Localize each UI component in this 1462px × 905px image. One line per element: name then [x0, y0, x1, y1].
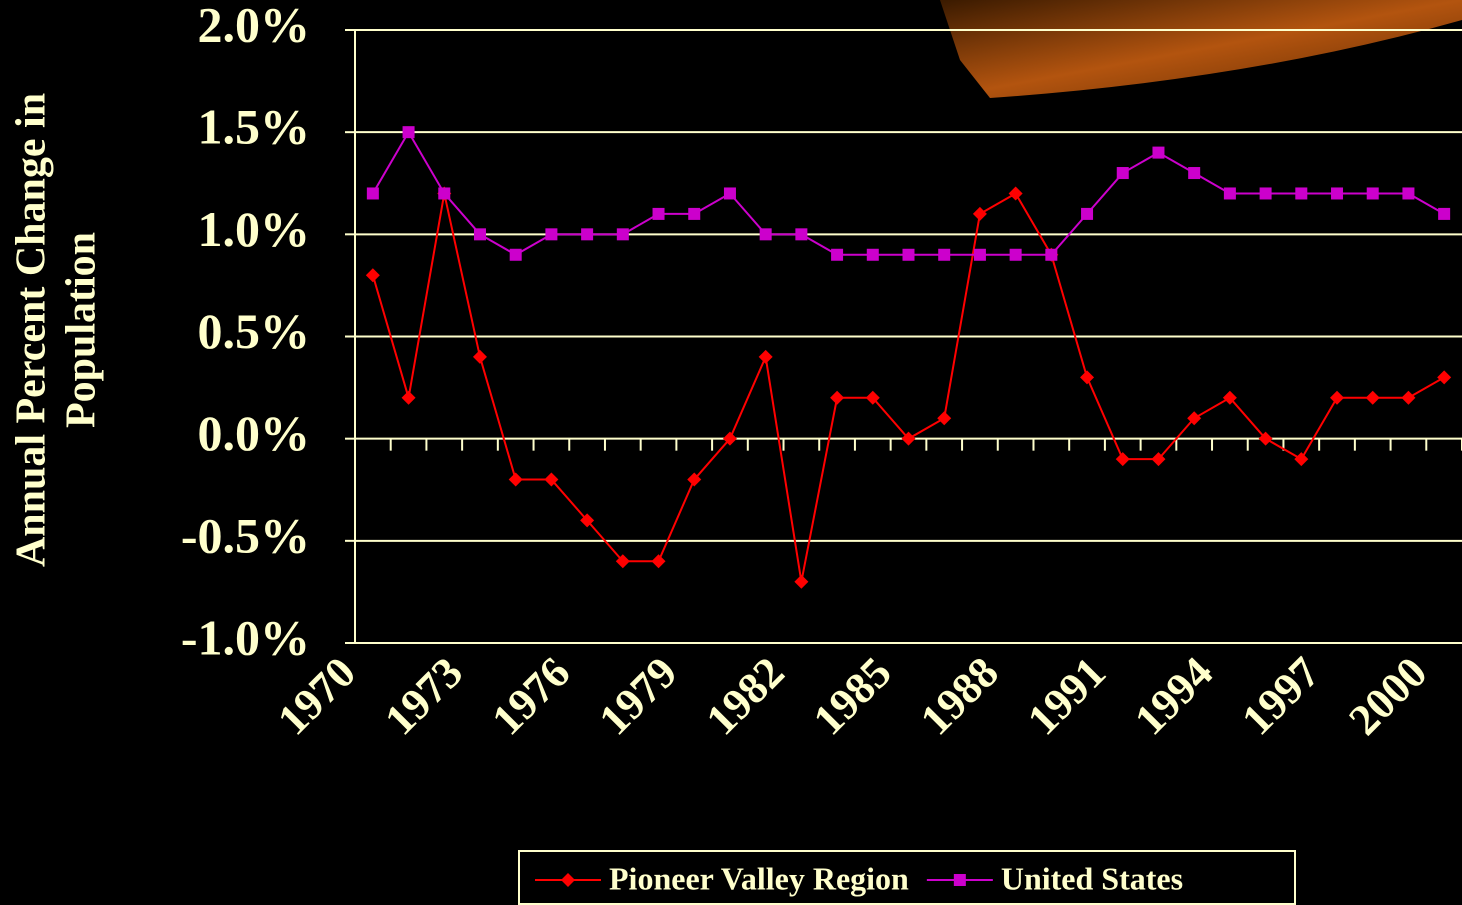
marker	[1330, 390, 1345, 405]
marker	[509, 248, 522, 261]
marker	[902, 248, 915, 261]
marker	[1187, 411, 1202, 426]
marker	[1116, 167, 1129, 180]
marker	[1294, 452, 1309, 467]
y-tick-label: -1.0%	[181, 609, 310, 665]
marker	[866, 248, 879, 261]
marker	[795, 228, 808, 241]
y-tick-label: 1.5%	[198, 99, 311, 155]
marker	[1009, 248, 1022, 261]
marker	[1222, 390, 1237, 405]
marker	[1115, 452, 1130, 467]
x-tick-label: 1994	[1125, 648, 1222, 745]
marker	[865, 390, 880, 405]
x-tick-label: 1988	[911, 648, 1008, 745]
marker	[652, 207, 665, 220]
legend-box	[518, 850, 1296, 905]
marker	[1008, 186, 1023, 201]
marker	[830, 390, 845, 405]
marker	[1438, 207, 1451, 220]
marker	[472, 349, 487, 364]
x-tick-label: 2000	[1339, 648, 1436, 745]
marker	[723, 187, 736, 200]
marker	[1259, 187, 1272, 200]
marker	[438, 187, 451, 200]
decoration	[940, 0, 1462, 98]
marker	[1223, 187, 1236, 200]
marker	[1402, 187, 1415, 200]
marker	[1295, 187, 1308, 200]
marker	[973, 248, 986, 261]
marker	[651, 554, 666, 569]
marker	[937, 411, 952, 426]
marker	[1401, 390, 1416, 405]
marker	[581, 228, 594, 241]
marker	[545, 228, 558, 241]
marker	[616, 228, 629, 241]
marker	[365, 268, 380, 283]
marker	[544, 472, 559, 487]
marker	[972, 206, 987, 221]
marker	[1366, 187, 1379, 200]
marker	[1081, 207, 1094, 220]
x-tick-label: 1991	[1018, 648, 1115, 745]
y-title-line: Population	[59, 232, 105, 428]
y-tick-label: 0.0%	[198, 405, 311, 461]
marker	[759, 228, 772, 241]
marker	[580, 513, 595, 528]
x-tick-label: 1997	[1232, 648, 1329, 745]
marker	[473, 228, 486, 241]
marker	[794, 574, 809, 589]
legend-label: United States	[1001, 860, 1183, 896]
y-tick-label: -0.5%	[181, 507, 310, 563]
marker	[688, 207, 701, 220]
marker	[901, 431, 916, 446]
marker	[402, 126, 415, 139]
marker	[1045, 248, 1058, 261]
y-tick-label: 1.0%	[198, 201, 311, 257]
x-tick-label: 1973	[375, 648, 472, 745]
marker	[1365, 390, 1380, 405]
x-tick-label: 1976	[482, 648, 579, 745]
y-tick-label: 2.0%	[198, 0, 311, 52]
marker	[953, 874, 966, 886]
marker	[615, 554, 630, 569]
x-tick-label: 1985	[804, 648, 901, 745]
series-line	[371, 130, 1445, 256]
y-tick-label: 0.5%	[198, 303, 311, 359]
marker	[831, 248, 844, 261]
legend-label: Pioneer Valley Region	[609, 860, 909, 896]
marker	[687, 472, 702, 487]
x-tick-label: 1979	[590, 648, 687, 745]
marker	[1152, 146, 1165, 159]
marker	[1188, 167, 1201, 180]
y-title-line: Annual Percent Change in	[9, 93, 55, 567]
marker	[401, 390, 416, 405]
y-title: Annual Percent Change in Population	[9, 93, 105, 567]
marker	[1080, 370, 1095, 385]
marker	[722, 431, 737, 446]
marker	[561, 873, 575, 887]
marker	[1331, 187, 1344, 200]
x-tick-label: 1982	[697, 648, 794, 745]
marker	[366, 187, 379, 200]
marker	[1437, 370, 1452, 385]
marker	[758, 349, 773, 364]
marker	[1151, 452, 1166, 467]
marker	[938, 248, 951, 261]
marker	[1258, 431, 1273, 446]
marker	[508, 472, 523, 487]
